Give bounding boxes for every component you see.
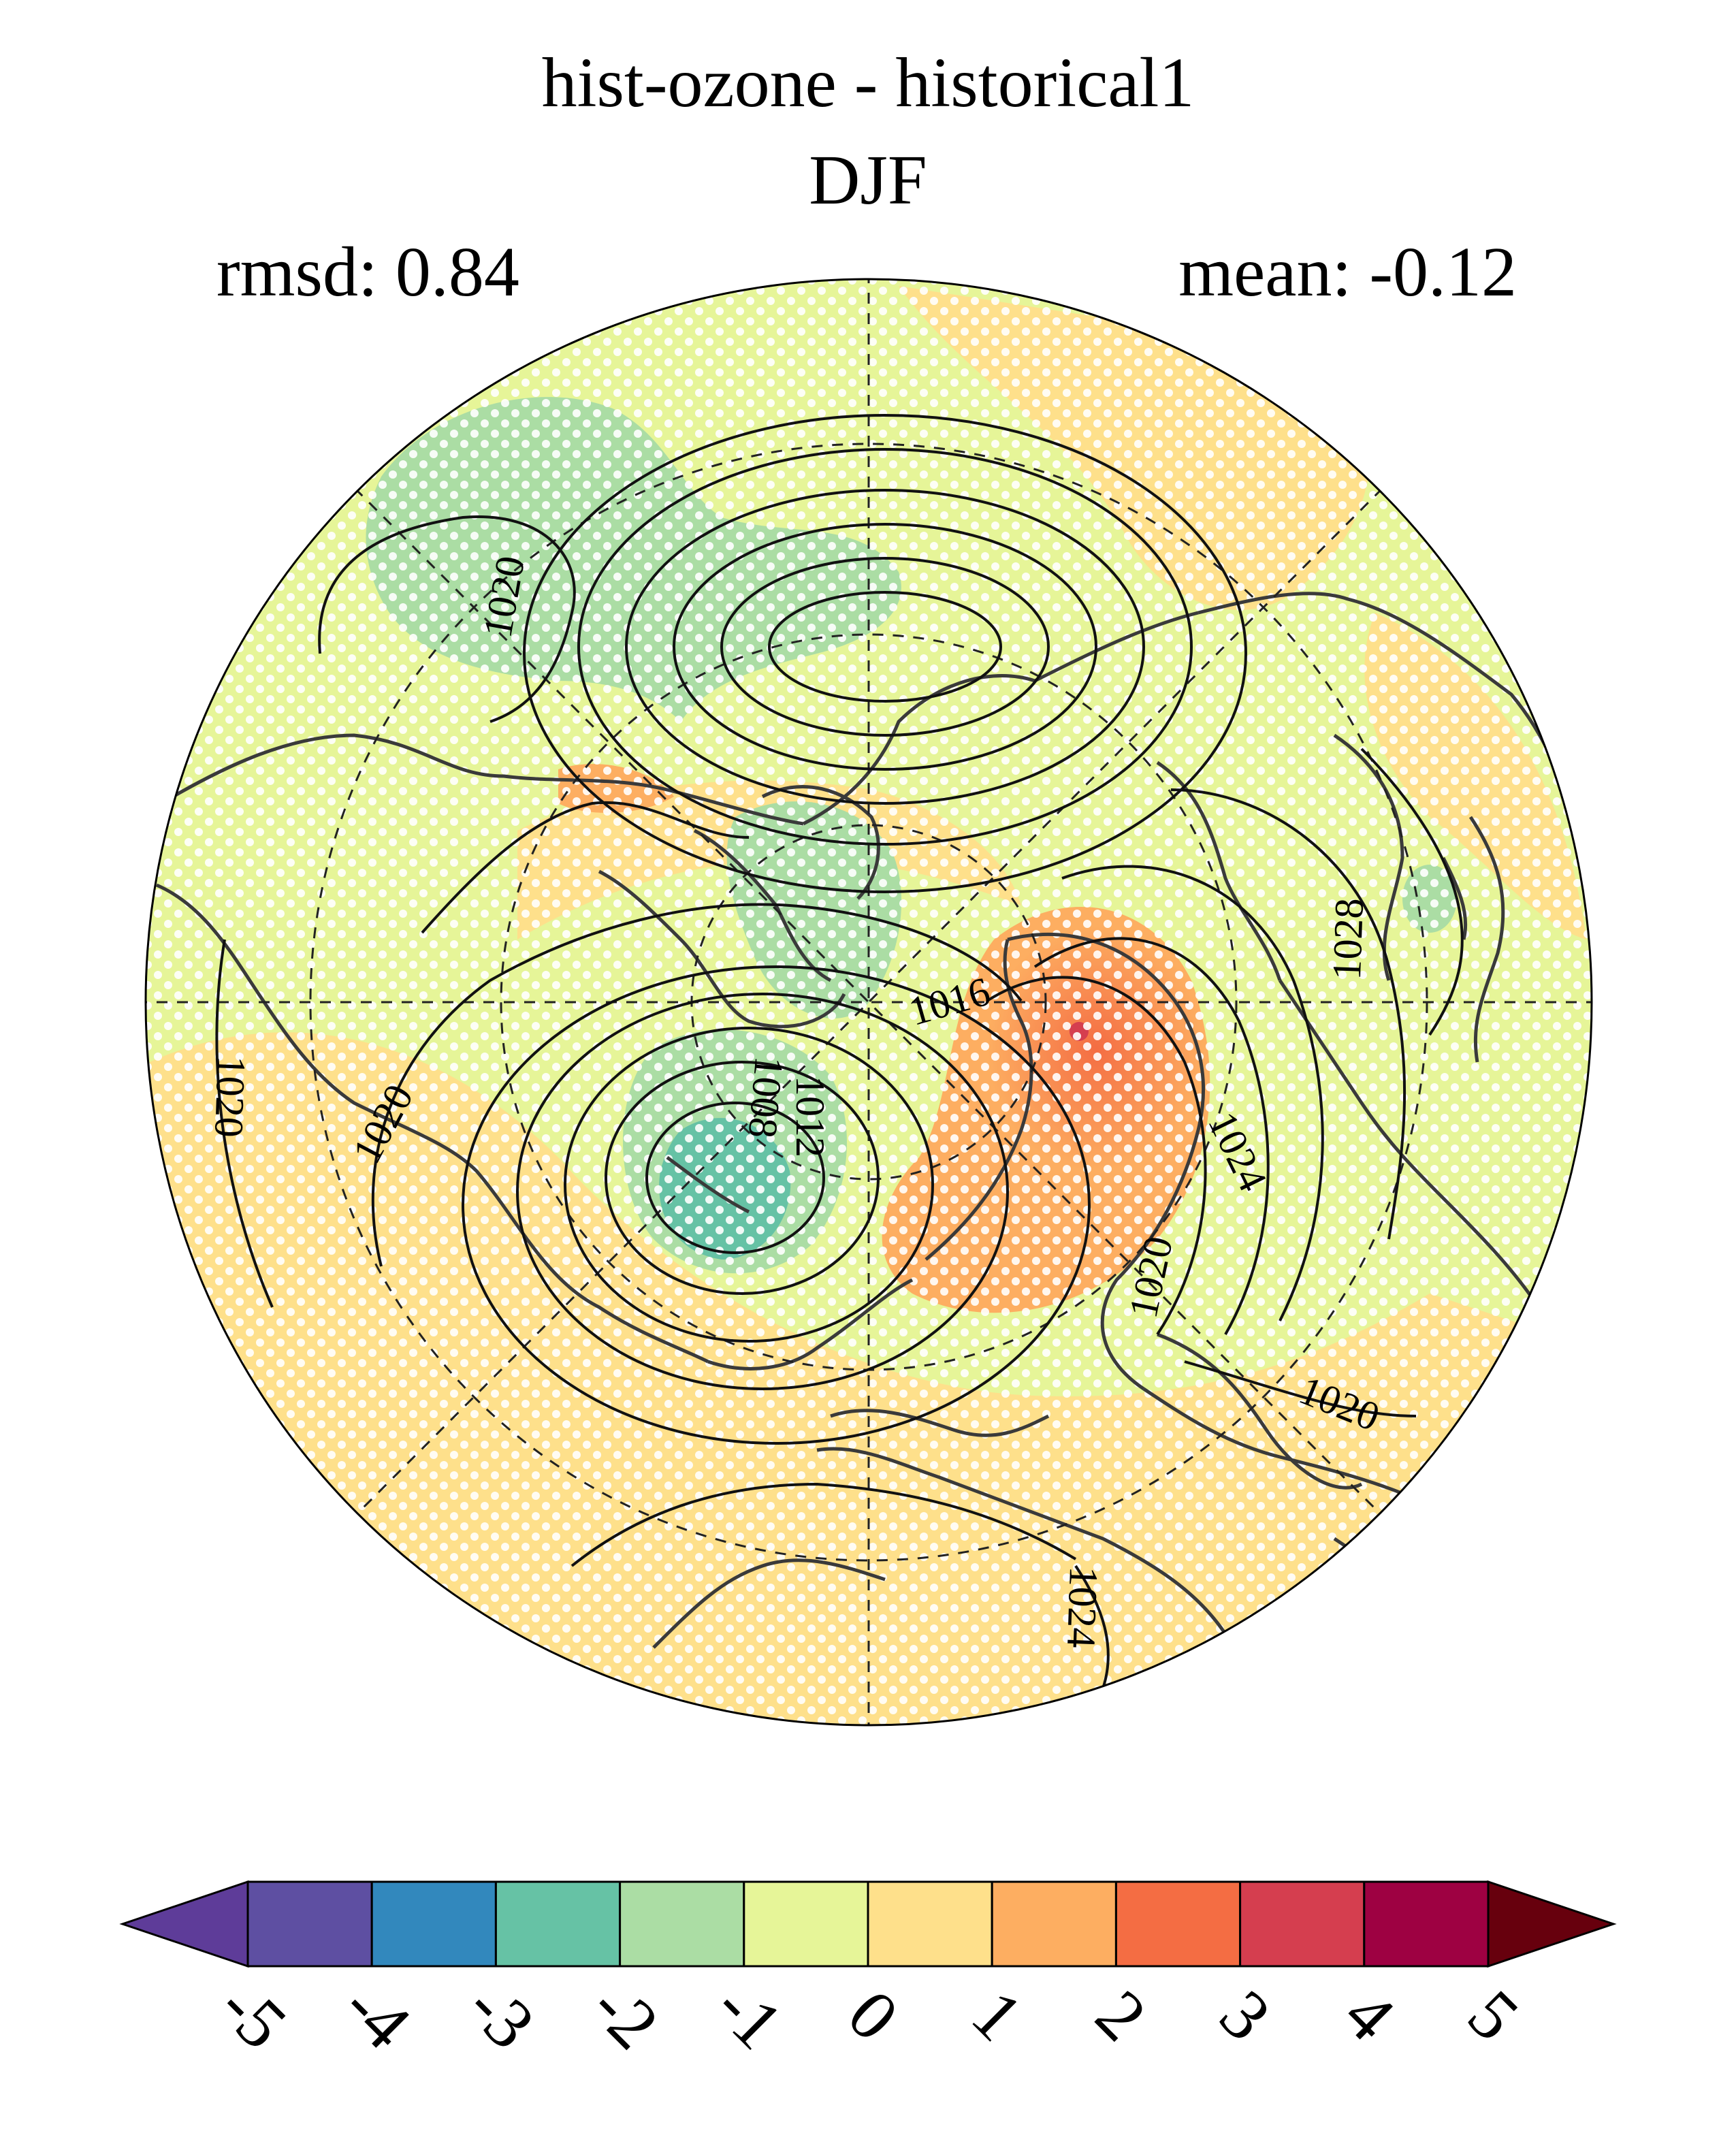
colorbar-bin — [1239, 1880, 1366, 1968]
season-label: DJF — [809, 141, 927, 219]
map-field — [146, 279, 1592, 1725]
polar-map: 1020 1016 1012 1008 1020 1024 1028 1020 … — [144, 278, 1593, 1727]
colorbar-extend-high — [1487, 1880, 1617, 1968]
colorbar-bin — [1114, 1880, 1242, 1968]
mean-label: mean: -0.12 — [1178, 233, 1517, 311]
contour-label: 1020 — [206, 1055, 254, 1138]
colorbar-tick-label: -2 — [577, 1967, 674, 2064]
colorbar-boxes — [119, 1880, 1617, 1968]
colorbar-tick-label: 0 — [833, 1975, 913, 2055]
colorbar-tick-label: 5 — [1453, 1975, 1533, 2055]
colorbar-ticks: -5 -4 -3 -2 -1 0 1 2 3 4 5 — [204, 1967, 1533, 2064]
colorbar-tick-label: 2 — [1081, 1975, 1161, 2055]
contour-label: 1024 — [1059, 1566, 1106, 1649]
colorbar-tick-label: -1 — [701, 1967, 798, 2064]
pressure-contours — [215, 414, 1464, 1689]
colorbar-bin — [246, 1880, 373, 1968]
colorbar-extend-low — [119, 1880, 249, 1968]
chart-title: hist-ozone - historical1 — [541, 44, 1195, 122]
colorbar-bin — [991, 1880, 1117, 1968]
contour-label: 1028 — [1324, 897, 1372, 980]
colorbar-bin — [370, 1880, 497, 1968]
colorbar-tick-label: 3 — [1205, 1975, 1285, 2055]
colorbar-tick-label: -5 — [204, 1967, 302, 2064]
contour-label: 1012 — [788, 1076, 833, 1157]
colorbar-tick-label: -3 — [453, 1967, 550, 2064]
colorbar-tick-label: -4 — [328, 1967, 425, 2064]
colorbar-tick-label: 1 — [957, 1975, 1038, 2055]
map-boundary — [144, 278, 1593, 1727]
colorbar-bin — [619, 1880, 745, 1968]
colorbar-bin — [867, 1880, 993, 1968]
rmsd-label: rmsd: 0.84 — [216, 233, 519, 311]
colorbar-bin — [1363, 1880, 1490, 1968]
colorbar-bin — [494, 1880, 622, 1968]
contour-label: 1008 — [740, 1055, 792, 1140]
colorbar-bin — [743, 1880, 869, 1968]
colorbar-tick-label: 4 — [1329, 1975, 1409, 2055]
